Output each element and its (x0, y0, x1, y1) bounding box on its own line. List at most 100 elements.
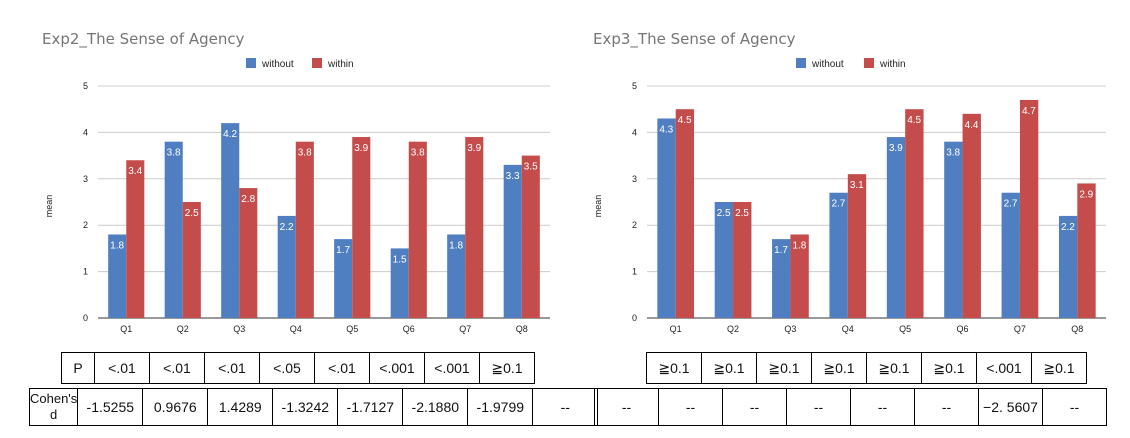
bar-within-q7 (1019, 99, 1039, 318)
p-value-q6: ≧0.1 (921, 352, 977, 384)
p-value-q8: ≧0.1 (479, 352, 535, 384)
x-tick-label: Q4 (290, 324, 302, 334)
legend-swatch-within (312, 58, 322, 68)
exp2-cohens-d-table: Cohen's d -1.5255 0.9676 1.4289 -1.3242 … (28, 388, 599, 426)
chart-title: Exp2_The Sense of Agency (42, 30, 245, 49)
data-label: 3.5 (524, 162, 538, 173)
p-label: P (61, 352, 95, 384)
p-value-q5: ≧0.1 (866, 352, 922, 384)
x-tick-label: Q7 (459, 324, 471, 334)
x-tick-label: Q6 (957, 324, 969, 334)
y-tick-label: 0 (83, 313, 88, 323)
data-label: 3.8 (298, 148, 312, 159)
data-label: 2.2 (280, 222, 294, 233)
bar-within-q5 (905, 109, 924, 318)
bar-without-q8 (1058, 215, 1078, 318)
p-value-q6: <.001 (369, 352, 425, 384)
cohens-d-q4: -- (786, 388, 851, 426)
data-label: 3.8 (946, 148, 960, 159)
data-label: 1.5 (393, 254, 407, 265)
cohens-d-q2: 0.9676 (142, 388, 209, 426)
x-tick-label: Q3 (233, 324, 245, 334)
p-value-q2: ≧0.1 (701, 352, 757, 384)
y-tick-label: 2 (83, 220, 88, 230)
data-label: 2.7 (1004, 199, 1018, 210)
data-label: 3.1 (850, 180, 864, 191)
bar-within-q2 (182, 202, 201, 318)
bar-without-q5 (886, 137, 906, 318)
cohens-d-label: Cohen's d (28, 388, 79, 426)
y-tick-label: 1 (83, 267, 88, 277)
bar-within-q8 (521, 155, 540, 318)
y-tick-label: 1 (632, 267, 637, 277)
bar-without-q2 (714, 202, 734, 318)
bar-without-q5 (334, 239, 353, 318)
data-label: 1.8 (110, 240, 124, 251)
cohens-d-q3: 1.4289 (207, 388, 274, 426)
cohens-d-q5: -1.7127 (337, 388, 404, 426)
data-label: 1.7 (336, 245, 350, 256)
data-label: 3.4 (128, 166, 142, 177)
legend-label-within: within (327, 59, 354, 70)
legend-label-without: without (811, 59, 844, 70)
y-tick-label: 3 (83, 174, 88, 184)
cohens-d-q4: -1.3242 (272, 388, 339, 426)
p-value-q4: <.05 (259, 352, 315, 384)
p-value-q3: ≧0.1 (756, 352, 812, 384)
bar-within-q1 (675, 109, 695, 318)
p-value-q4: ≧0.1 (811, 352, 867, 384)
x-tick-label: Q2 (177, 324, 189, 334)
cohens-d-q6: -- (914, 388, 979, 426)
data-label: 1.8 (792, 240, 806, 251)
data-label: 2.5 (735, 208, 749, 219)
x-tick-label: Q1 (120, 324, 132, 334)
x-tick-label: Q7 (1014, 324, 1026, 334)
y-tick-label: 3 (632, 174, 637, 184)
data-label: 2.5 (717, 208, 731, 219)
p-value-q5: <.01 (314, 352, 370, 384)
x-tick-label: Q1 (670, 324, 682, 334)
p-value-q1: ≧0.1 (646, 352, 702, 384)
data-label: 2.2 (1061, 222, 1075, 233)
y-tick-label: 0 (632, 313, 637, 323)
bar-without-q3 (221, 123, 240, 319)
exp3-cohens-d-table: -- -- -- -- -- -- −2. 5607 -- (594, 388, 1107, 426)
exp3-chart: Exp3_The Sense of Agency without within … (593, 30, 1106, 334)
data-label: 2.8 (241, 194, 255, 205)
bar-within-q1 (126, 160, 145, 318)
cohens-d-q2: -- (658, 388, 723, 426)
bar-without-q8 (503, 164, 522, 318)
cohens-d-q6: -2.1880 (402, 388, 469, 426)
data-label: 2.5 (185, 208, 199, 219)
chart-title: Exp3_The Sense of Agency (593, 30, 796, 49)
x-tick-label: Q3 (784, 324, 796, 334)
cohens-d-q1: -- (594, 388, 659, 426)
legend-label-without: without (261, 59, 294, 70)
bar-within-q7 (465, 137, 484, 318)
data-label: 1.7 (774, 245, 788, 256)
data-label: 4.4 (965, 120, 979, 131)
bar-within-q3 (790, 234, 809, 318)
y-axis-label: mean (44, 195, 54, 218)
data-label: 4.7 (1022, 106, 1036, 117)
data-label: 2.7 (831, 199, 845, 210)
charts-canvas: Exp2_The Sense of Agency without within … (42, 30, 1106, 334)
y-axis-label: mean (593, 195, 603, 218)
p-value-q2: <.01 (149, 352, 205, 384)
y-tick-label: 4 (632, 127, 637, 137)
data-label: 2.9 (1079, 189, 1093, 200)
data-label: 4.5 (678, 115, 692, 126)
legend-swatch-without (796, 58, 806, 68)
y-tick-label: 2 (632, 220, 637, 230)
bar-without-q7 (447, 234, 466, 318)
legend-swatch-within (864, 58, 874, 68)
bar-without-q6 (944, 141, 963, 318)
cohens-d-q7: -1.9799 (467, 388, 534, 426)
x-tick-label: Q8 (516, 324, 528, 334)
p-value-q7: <.001 (424, 352, 480, 384)
bar-without-q1 (108, 234, 127, 318)
bar-without-q6 (390, 248, 409, 318)
cohens-d-q1: -1.5255 (77, 388, 144, 426)
data-label: 3.8 (167, 148, 181, 159)
data-label: 3.3 (506, 171, 520, 182)
